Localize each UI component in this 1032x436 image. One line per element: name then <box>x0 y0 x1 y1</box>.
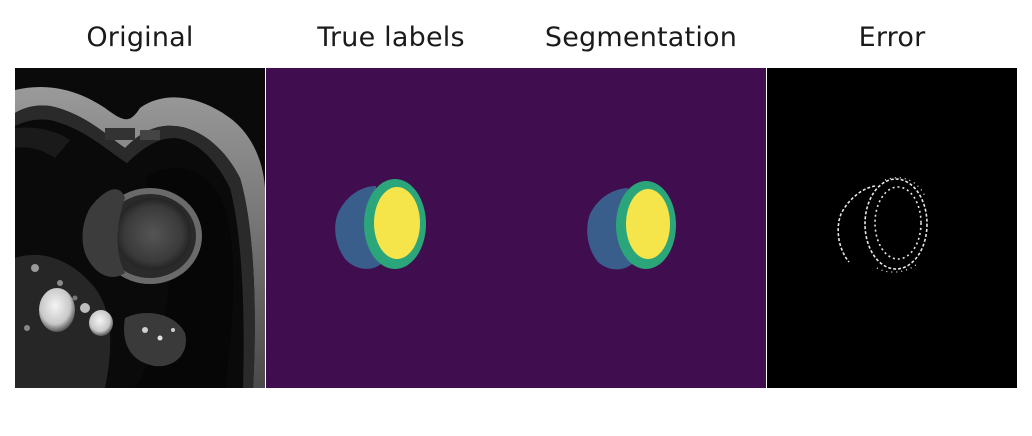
error-image <box>767 68 1017 388</box>
title-segmentation: Segmentation <box>544 22 738 53</box>
title-true-labels: True labels <box>317 22 465 53</box>
title-original: Original <box>86 22 194 53</box>
error-panel <box>767 68 1017 388</box>
original-image-panel <box>15 68 265 388</box>
segmentation-image <box>516 68 766 388</box>
segmentation-panel <box>516 68 766 388</box>
title-error: Error <box>858 22 926 53</box>
true-labels-panel <box>266 68 516 388</box>
mri-image <box>15 68 265 388</box>
true-labels-image <box>266 68 516 388</box>
